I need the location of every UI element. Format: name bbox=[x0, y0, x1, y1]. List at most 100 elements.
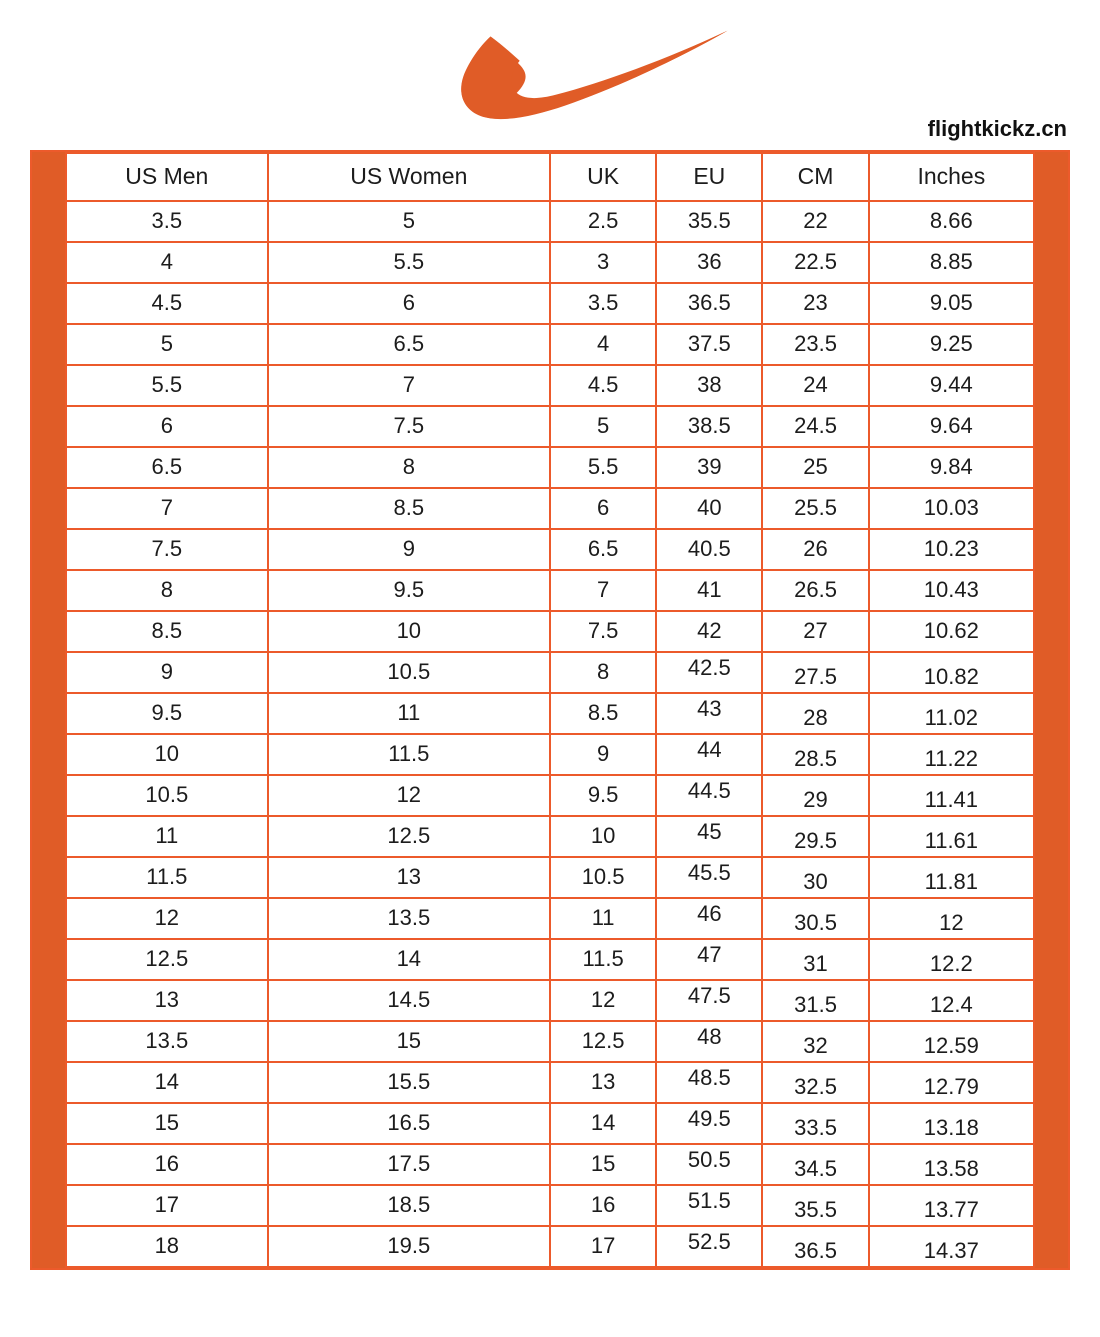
size-cell: 8.5 bbox=[548, 692, 658, 735]
table-row: 17 18.5 16 51.5 35.5 13.77 bbox=[65, 1184, 1036, 1227]
size-cell: 13.18 bbox=[867, 1102, 1036, 1145]
size-cell: 36 bbox=[655, 241, 764, 284]
size-cell: 16.5 bbox=[266, 1102, 552, 1145]
size-cell: 9.64 bbox=[867, 405, 1036, 448]
size-cell: 11.41 bbox=[867, 774, 1036, 817]
size-cell: 11.5 bbox=[548, 938, 658, 981]
size-cell: 6.5 bbox=[548, 528, 658, 571]
size-cell: 8.5 bbox=[65, 610, 269, 653]
size-cell: 5.5 bbox=[65, 364, 269, 407]
size-cell: 35.5 bbox=[655, 200, 764, 243]
column-header: Inches bbox=[867, 152, 1036, 202]
size-cell: 37.5 bbox=[655, 323, 764, 366]
column-header: US Women bbox=[266, 152, 552, 202]
size-cell: 18.5 bbox=[266, 1184, 552, 1227]
size-cell: 12.2 bbox=[867, 938, 1036, 981]
size-cell: 16 bbox=[548, 1184, 658, 1227]
size-cell: 11 bbox=[65, 815, 269, 858]
size-table-band: US Men US Women UK EU CM Inches 3.5 5 2.5 35.5 22… bbox=[30, 150, 1070, 1270]
size-cell: 45.5 bbox=[655, 856, 764, 899]
size-cell: 28.5 bbox=[761, 733, 870, 776]
size-cell: 6 bbox=[65, 405, 269, 448]
size-cell: 22.5 bbox=[761, 241, 870, 284]
size-cell: 14 bbox=[65, 1061, 269, 1104]
size-cell: 8 bbox=[548, 651, 658, 694]
size-cell: 7 bbox=[65, 487, 269, 530]
size-table-header-row: US Men US Women UK EU CM Inches bbox=[65, 152, 1036, 202]
size-cell: 14.37 bbox=[867, 1225, 1036, 1268]
size-cell: 10.03 bbox=[867, 487, 1036, 530]
size-cell: 9.44 bbox=[867, 364, 1036, 407]
size-cell: 10.5 bbox=[65, 774, 269, 817]
size-cell: 26 bbox=[761, 528, 870, 571]
size-cell: 17 bbox=[65, 1184, 269, 1227]
size-cell: 5.5 bbox=[266, 241, 552, 284]
size-cell: 11.02 bbox=[867, 692, 1036, 735]
size-cell: 23.5 bbox=[761, 323, 870, 366]
size-cell: 45 bbox=[655, 815, 764, 858]
table-row: 5 6.5 4 37.5 23.5 9.25 bbox=[65, 323, 1036, 366]
size-cell: 9.5 bbox=[65, 692, 269, 735]
size-cell: 3.5 bbox=[65, 200, 269, 243]
size-cell: 12 bbox=[266, 774, 552, 817]
size-cell: 16 bbox=[65, 1143, 269, 1186]
table-row: 5.5 7 4.5 38 24 9.44 bbox=[65, 364, 1036, 407]
size-cell: 8 bbox=[65, 569, 269, 612]
column-header: EU bbox=[655, 152, 764, 202]
size-cell: 7 bbox=[548, 569, 658, 612]
size-cell: 18 bbox=[65, 1225, 269, 1268]
size-cell: 33.5 bbox=[761, 1102, 870, 1145]
size-cell: 11 bbox=[266, 692, 552, 735]
size-cell: 26.5 bbox=[761, 569, 870, 612]
table-row: 16 17.5 15 50.5 34.5 13.58 bbox=[65, 1143, 1036, 1186]
size-cell: 12 bbox=[548, 979, 658, 1022]
size-cell: 31.5 bbox=[761, 979, 870, 1022]
size-cell: 41 bbox=[655, 569, 764, 612]
size-cell: 24.5 bbox=[761, 405, 870, 448]
size-cell: 6 bbox=[266, 282, 552, 325]
table-row: 4 5.5 3 36 22.5 8.85 bbox=[65, 241, 1036, 284]
table-row: 7 8.5 6 40 25.5 10.03 bbox=[65, 487, 1036, 530]
size-cell: 29.5 bbox=[761, 815, 870, 858]
size-cell: 29 bbox=[761, 774, 870, 817]
size-cell: 11.5 bbox=[266, 733, 552, 776]
size-cell: 12.59 bbox=[867, 1020, 1036, 1063]
size-cell: 35.5 bbox=[761, 1184, 870, 1227]
size-cell: 15 bbox=[548, 1143, 658, 1186]
size-cell: 19.5 bbox=[266, 1225, 552, 1268]
size-cell: 10.23 bbox=[867, 528, 1036, 571]
size-cell: 14.5 bbox=[266, 979, 552, 1022]
size-cell: 13.5 bbox=[65, 1020, 269, 1063]
size-cell: 6 bbox=[548, 487, 658, 530]
size-cell: 10 bbox=[65, 733, 269, 776]
size-cell: 3 bbox=[548, 241, 658, 284]
size-cell: 10.5 bbox=[266, 651, 552, 694]
table-row: 11.5 13 10.5 45.5 30 11.81 bbox=[65, 856, 1036, 899]
size-cell: 12.4 bbox=[867, 979, 1036, 1022]
size-cell: 7 bbox=[266, 364, 552, 407]
size-cell: 32.5 bbox=[761, 1061, 870, 1104]
size-cell: 10.62 bbox=[867, 610, 1036, 653]
table-row: 12.5 14 11.5 47 31 12.2 bbox=[65, 938, 1036, 981]
size-cell: 10 bbox=[266, 610, 552, 653]
size-cell: 13 bbox=[65, 979, 269, 1022]
size-cell: 11.5 bbox=[65, 856, 269, 899]
size-cell: 13.58 bbox=[867, 1143, 1036, 1186]
size-cell: 23 bbox=[761, 282, 870, 325]
column-header: US Men bbox=[65, 152, 269, 202]
size-cell: 7.5 bbox=[266, 405, 552, 448]
size-cell: 12 bbox=[65, 897, 269, 940]
size-cell: 36.5 bbox=[655, 282, 764, 325]
table-row: 8.5 10 7.5 42 27 10.62 bbox=[65, 610, 1036, 653]
size-cell: 28 bbox=[761, 692, 870, 735]
size-cell: 5 bbox=[266, 200, 552, 243]
table-row: 15 16.5 14 49.5 33.5 13.18 bbox=[65, 1102, 1036, 1145]
size-cell: 25.5 bbox=[761, 487, 870, 530]
size-cell: 4 bbox=[548, 323, 658, 366]
size-cell: 46 bbox=[655, 897, 764, 940]
size-cell: 10 bbox=[548, 815, 658, 858]
size-cell: 9.84 bbox=[867, 446, 1036, 489]
left-accent-bar bbox=[32, 152, 65, 1268]
size-cell: 13 bbox=[266, 856, 552, 899]
size-cell: 5 bbox=[65, 323, 269, 366]
